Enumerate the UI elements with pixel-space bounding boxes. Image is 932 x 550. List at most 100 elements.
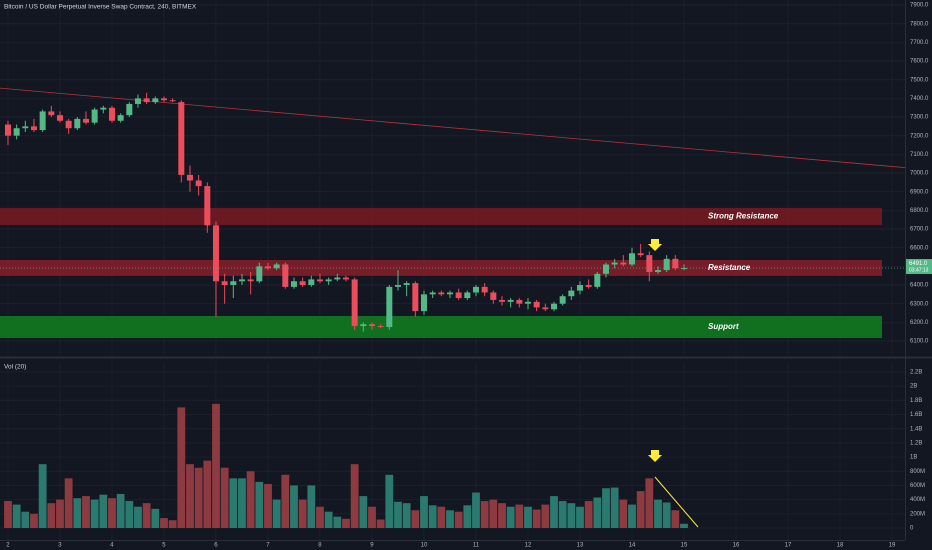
x-tick-label: 10: [421, 543, 428, 549]
candle-body: [464, 292, 471, 299]
volume-bar: [558, 501, 567, 529]
candle-body: [65, 120, 72, 129]
volume-bar: [4, 501, 12, 529]
candle-body: [282, 264, 289, 287]
candle-body: [160, 98, 167, 101]
candle-body: [403, 283, 410, 286]
candle-body: [386, 286, 393, 328]
volume-bar: [576, 506, 584, 529]
candle-body: [221, 281, 228, 286]
last-price-box: [906, 259, 932, 275]
volume-bar: [99, 494, 108, 529]
y-tick-label: 7200.0: [910, 133, 929, 139]
volume-bar: [628, 504, 636, 529]
volume-bar: [186, 464, 194, 529]
zones: [0, 207, 882, 339]
volume-bar: [316, 506, 324, 529]
marks: [0, 87, 906, 529]
candle-body: [82, 118, 89, 123]
candle-body: [446, 292, 453, 295]
volume-bar: [47, 503, 56, 529]
y-tick-label: 7800.0: [910, 21, 929, 27]
candle-body: [602, 264, 609, 274]
volume-bar: [229, 478, 238, 529]
y-tick-label: 6200.0: [910, 320, 929, 326]
candle-body: [620, 262, 627, 265]
candle-body: [238, 279, 245, 282]
candle-body: [100, 107, 107, 110]
y2-tick-label: 1.6B: [910, 412, 922, 418]
volume-bar: [142, 503, 151, 529]
volume-bar: [636, 491, 645, 529]
candle-body: [56, 115, 63, 121]
x-tick-label: 14: [629, 543, 636, 549]
candle-body: [680, 268, 687, 270]
candle-body: [455, 292, 462, 299]
volume-bar: [255, 481, 264, 529]
y-tick-label: 6700.0: [910, 227, 929, 233]
candle-body: [316, 279, 323, 282]
candle-body: [108, 107, 115, 121]
candle-body: [550, 303, 557, 310]
zone: [0, 315, 882, 339]
x-tick-label: 6: [214, 543, 218, 549]
x-tick-label: 3: [58, 543, 62, 549]
x-tick-label: 13: [577, 543, 584, 549]
candle-body: [39, 111, 46, 131]
candle-body: [351, 279, 358, 327]
y-tick-label: 7900.0: [910, 3, 929, 9]
volume-trend-annotation: [654, 476, 699, 528]
x-tick-label: 2: [6, 543, 10, 549]
volume-bar: [203, 460, 212, 529]
x-tick-label: 5: [162, 543, 166, 549]
y2-tick-label: 1.2B: [910, 440, 922, 446]
candle-body: [299, 281, 306, 286]
candle-body: [524, 301, 531, 304]
trendline: [0, 87, 906, 169]
y-tick-label: 6300.0: [910, 301, 929, 307]
volume-bar: [402, 503, 411, 529]
candle-body: [516, 299, 523, 304]
y-tick-label: 6600.0: [910, 245, 929, 251]
volume-bar: [272, 499, 281, 529]
volume-bar: [194, 467, 203, 529]
candle-body: [594, 273, 601, 287]
x-tick-label: 15: [681, 543, 688, 549]
candle-body: [472, 286, 479, 293]
last-price-label: 6491.0: [909, 261, 928, 267]
candle-body: [559, 296, 566, 304]
volume-bar: [593, 497, 602, 529]
volume-bar: [411, 510, 420, 529]
volume-bar: [385, 474, 394, 529]
volume-bar: [116, 493, 125, 529]
candle-body: [672, 258, 679, 269]
volume-bar: [645, 478, 654, 529]
volume-bar: [541, 504, 550, 529]
zone-label: Support: [708, 322, 739, 331]
volume-bar: [64, 478, 73, 529]
y2-tick-label: 600M: [910, 483, 925, 489]
volume-bar: [654, 499, 662, 529]
volume-bar: [12, 504, 21, 529]
volume-bar: [515, 504, 524, 529]
candle-body: [429, 292, 436, 295]
volume-bar: [56, 499, 64, 529]
volume-bar: [212, 403, 220, 529]
candle-body: [48, 111, 55, 116]
candle-body: [481, 286, 488, 293]
volume-bar: [454, 511, 463, 529]
candle-body: [542, 307, 549, 310]
volume-bar: [489, 499, 498, 529]
volume-bar: [220, 467, 229, 529]
chart-title: Bitcoin / US Dollar Perpetual Inverse Sw…: [4, 4, 197, 11]
volume-bar: [30, 513, 38, 529]
volume-bar: [506, 506, 515, 529]
candle-body: [420, 294, 427, 312]
candle-body: [91, 109, 98, 123]
volume-bar: [680, 523, 688, 529]
volume-bar: [21, 511, 30, 529]
candle-body: [13, 128, 20, 136]
candle-body: [377, 326, 384, 328]
candle-body: [264, 266, 271, 269]
candle-body: [628, 253, 635, 265]
